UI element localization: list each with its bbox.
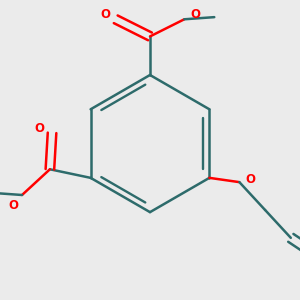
Text: O: O xyxy=(245,173,255,187)
Text: O: O xyxy=(8,199,19,212)
Text: O: O xyxy=(100,8,110,22)
Text: O: O xyxy=(190,8,200,22)
Text: O: O xyxy=(34,122,44,135)
